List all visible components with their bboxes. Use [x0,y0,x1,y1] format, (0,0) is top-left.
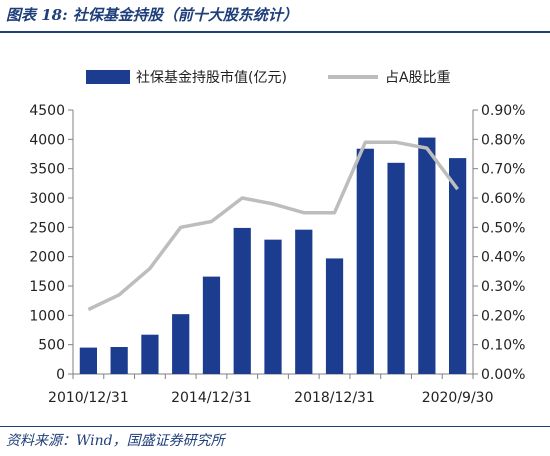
y-left-tick-label: 4500 [29,103,65,119]
axes: 0 500 1000 1500 2000 2500 3000 3500 4000 4500 0.00… [29,103,525,383]
y-left-tick-label: 0 [56,367,65,383]
x-tick-label: 2018/12/31 [294,390,375,406]
title-divider [0,31,550,33]
legend-bar-swatch [86,70,130,84]
y-right-tick-label: 0.90% [481,103,525,119]
y-right-tick-label: 0.40% [481,250,525,266]
y-left-tick-label: 3000 [29,191,65,207]
y-left-tick-label: 4000 [29,132,65,148]
share-line [87,140,460,312]
bar [387,162,405,374]
x-tick-label: 2010/12/31 [48,390,129,406]
y-left-tick-label: 2500 [29,220,65,236]
legend: 社保基金持股市值(亿元) 占A股比重 [86,69,451,86]
chart-area: 社保基金持股市值(亿元) 占A股比重 0 500 1000 1500 2000 2500 3… [29,69,525,406]
bar [233,227,251,374]
y-left-tick-label: 1500 [29,279,65,295]
bar [418,137,436,374]
y-left-tick-label: 2000 [29,250,65,266]
y-right-tick-label: 0.50% [481,220,525,236]
bar [325,258,344,374]
y-right-tick-label: 0.30% [481,279,525,295]
chart-title: 图表 18: 社保基金持股（前十大股东统计） [6,6,298,24]
bar [202,276,221,374]
bar [264,239,282,374]
x-tick-label: 2014/12/31 [171,390,252,406]
source-note: 资料来源：Wind，国盛证券研究所 [6,433,225,449]
x-tick-label: 2020/9/30 [422,390,494,406]
bar [449,158,467,374]
y-left-tick-label: 3500 [29,162,65,178]
bar [110,347,128,374]
bar-series [79,137,467,374]
line-series [87,140,460,312]
y-right-tick-label: 0.00% [481,367,525,383]
bar [79,347,97,374]
y-left-tick-label: 1000 [29,308,65,324]
legend-bar-label: 社保基金持股市值(亿元) [136,69,287,86]
y-right-tick-label: 0.20% [481,308,525,324]
y-right-tick-label: 0.60% [481,191,525,207]
footer-divider [0,426,550,427]
y-right-tick-label: 0.10% [481,338,525,354]
x-axis-labels: 2010/12/31 2014/12/31 2018/12/31 2020/9/30 [48,390,493,406]
y-right-tick-label: 0.80% [481,132,525,148]
bar [141,334,159,374]
bar [356,148,374,374]
legend-line-label: 占A股比重 [385,70,451,86]
y-right-tick-label: 0.70% [481,162,525,178]
bar [295,229,313,374]
y-left-tick-label: 500 [38,338,65,354]
bar [172,314,190,374]
